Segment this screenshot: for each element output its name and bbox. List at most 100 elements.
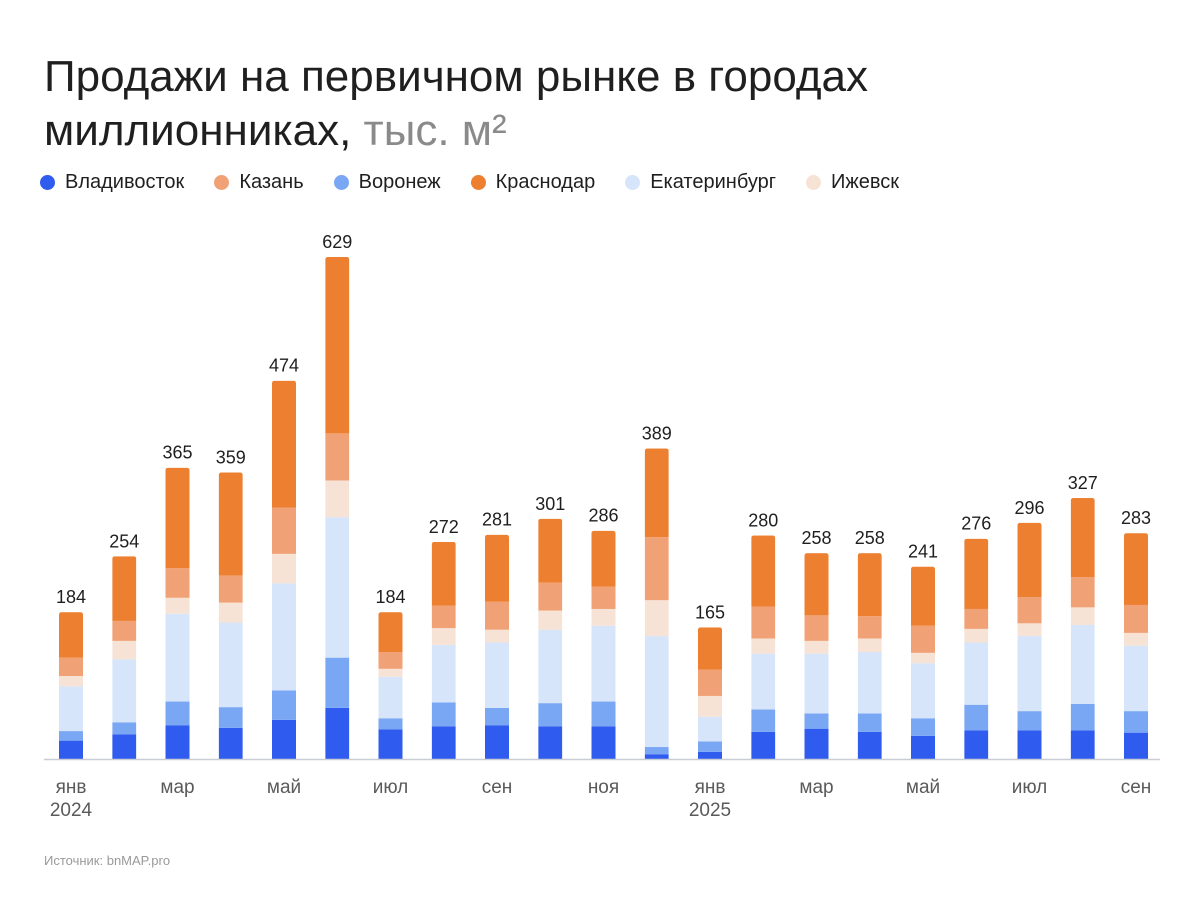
bar-segment xyxy=(1070,624,1095,704)
bar-segment xyxy=(272,553,296,584)
legend-item: Екатеринбург xyxy=(625,171,776,194)
bar-segment xyxy=(112,556,137,621)
bar-segment xyxy=(1017,522,1042,597)
x-tick-label: ноя xyxy=(588,777,619,798)
bar-segment xyxy=(698,627,722,670)
bar-segment xyxy=(591,701,616,727)
bar-segment xyxy=(964,642,989,705)
bar-segment xyxy=(272,719,296,759)
legend-swatch xyxy=(625,174,641,190)
bar-segment xyxy=(485,629,509,643)
bar-segment xyxy=(591,625,616,702)
legend-item: Краснодар xyxy=(470,170,596,194)
bar-segment xyxy=(751,709,776,732)
bar-segment xyxy=(165,568,190,598)
bar-segment xyxy=(1124,711,1148,733)
bar-segment xyxy=(644,636,669,748)
bar-segment xyxy=(857,553,882,617)
bar-segment xyxy=(59,686,83,732)
bar-stack xyxy=(751,535,776,759)
bar-total-label: 327 xyxy=(1068,473,1098,493)
bar-segment xyxy=(112,620,137,641)
bar-segment xyxy=(112,722,137,735)
bar-segment xyxy=(272,507,296,554)
bar-segment xyxy=(911,735,935,759)
bar-segment xyxy=(431,702,456,727)
bar-segment xyxy=(698,741,722,752)
bar-segment xyxy=(751,653,776,710)
bar-segment xyxy=(218,472,243,576)
bar-segment xyxy=(272,380,296,508)
bar-segment xyxy=(1070,730,1095,759)
bar-segment xyxy=(1070,498,1095,578)
legend-swatch xyxy=(470,174,486,190)
bar-total-label: 301 xyxy=(535,494,565,514)
bar-segment xyxy=(431,605,456,629)
bar-stack xyxy=(857,553,882,759)
bar-segment xyxy=(1124,533,1148,605)
bar-segment xyxy=(325,707,350,759)
legend-swatch xyxy=(806,174,822,190)
bar-segment xyxy=(538,518,563,583)
bar-segment xyxy=(1017,623,1042,637)
bar-total-label: 286 xyxy=(588,506,618,526)
legend-label: Воронеж xyxy=(358,170,441,193)
bar-segment xyxy=(485,642,509,708)
bar-segment xyxy=(591,586,616,609)
bar-segment xyxy=(644,448,669,538)
bar-segment xyxy=(911,566,935,626)
bar-segment xyxy=(218,707,243,728)
bar-total-label: 280 xyxy=(748,511,778,531)
bar-total-label: 389 xyxy=(642,424,672,444)
x-tick-label: июл xyxy=(1012,777,1048,798)
bar-stack xyxy=(1017,522,1042,759)
legend-item: Воронеж xyxy=(333,170,441,194)
bar-segment xyxy=(218,575,243,603)
bar-total-label: 184 xyxy=(56,587,86,607)
bar-stack xyxy=(485,534,509,759)
bar-stack xyxy=(911,566,935,759)
chart-title: Продажи на первичном рынке в городах мил… xyxy=(44,50,1164,158)
bar-segment xyxy=(485,601,509,630)
bar-segment xyxy=(964,704,989,731)
bar-stack xyxy=(218,472,243,759)
bar-stack xyxy=(964,538,989,759)
bar-segment xyxy=(644,747,669,755)
bar-segment xyxy=(857,652,882,714)
bar-total-label: 272 xyxy=(429,517,459,537)
bar-total-label: 258 xyxy=(801,528,831,548)
legend-swatch xyxy=(214,174,230,190)
bar-segment xyxy=(59,675,83,687)
bar-segment xyxy=(857,616,882,639)
bar-segment xyxy=(964,608,989,629)
bar-stack xyxy=(272,380,296,759)
x-tick-year-label: 2025 xyxy=(689,800,731,821)
legend-swatch xyxy=(40,174,55,190)
bar-segment xyxy=(165,725,190,759)
bar-segment xyxy=(325,657,350,708)
bar-segment xyxy=(751,731,776,759)
bar-stack xyxy=(591,530,616,759)
x-tick-label: янв xyxy=(56,777,87,798)
bar-segment xyxy=(1017,711,1042,731)
bar-segment xyxy=(112,659,137,723)
chart-title-main: Продажи на первичном рынке в городах мил… xyxy=(44,52,868,155)
bar-segment xyxy=(538,582,563,611)
x-tick-label: сен xyxy=(482,777,513,798)
bar-segment xyxy=(751,606,776,639)
legend-item: Ижевск xyxy=(806,171,899,194)
bar-segment xyxy=(698,716,722,742)
bar-segment xyxy=(857,731,882,759)
bar-stack xyxy=(431,541,456,759)
legend-label: Краснодар xyxy=(495,170,596,193)
legend-label: Казань xyxy=(239,170,304,193)
bar-stack xyxy=(698,627,722,759)
bar-segment xyxy=(644,537,669,601)
bar-segment xyxy=(964,628,989,643)
bar-stack xyxy=(325,257,350,759)
bar-segment xyxy=(911,663,935,719)
bar-segment xyxy=(272,690,296,720)
bar-segment xyxy=(325,433,350,481)
bar-stack xyxy=(378,612,403,759)
bar-segment xyxy=(378,718,403,730)
